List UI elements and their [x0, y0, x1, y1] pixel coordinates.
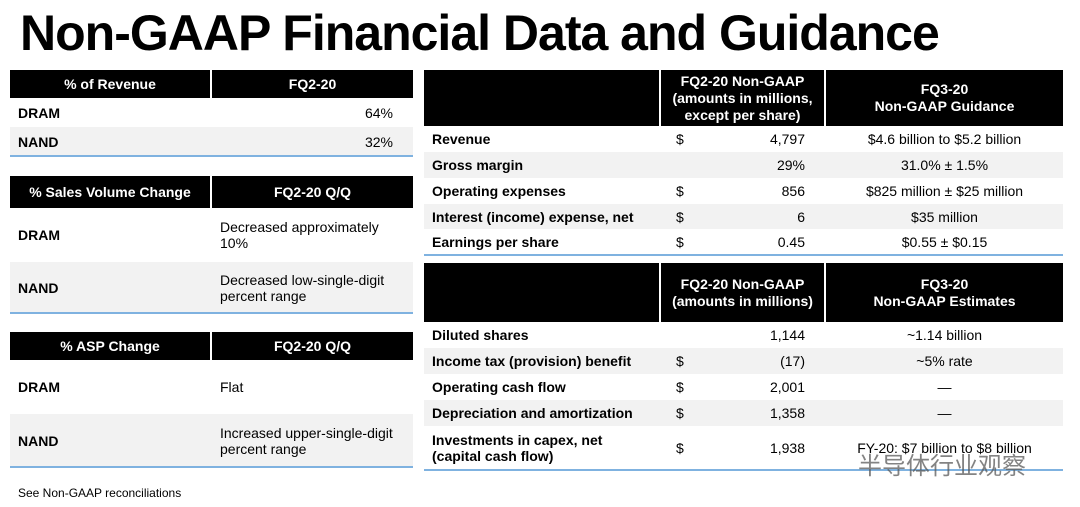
row-label: NAND [18, 279, 59, 296]
footnote: See Non-GAAP reconciliations [18, 486, 182, 500]
row-bg [424, 348, 1063, 374]
header-cell: FQ2-20 [212, 70, 413, 98]
row-currency: $ [676, 234, 684, 250]
row-bg [424, 322, 1063, 348]
row-value: 2,001 [769, 379, 805, 395]
row-label: Earnings per share [432, 234, 559, 250]
header-cell: FQ3-20 Non-GAAP Estimates [826, 263, 1063, 322]
row-value: 64% [364, 104, 393, 121]
row-bg [10, 98, 413, 127]
row-currency: $ [676, 131, 684, 147]
header-line: (amounts in millions) [672, 292, 813, 309]
row-label: Depreciation and amortization [432, 405, 633, 421]
row-value: 1,144 [769, 327, 805, 343]
row-value: Flat [220, 379, 244, 395]
row-value: 32% [364, 133, 393, 150]
header-cell: FQ2-20 Q/Q [212, 176, 413, 208]
row-rule [10, 155, 413, 157]
header-line: Non-GAAP Estimates [873, 292, 1016, 309]
row-guidance: — [937, 379, 952, 395]
header-line: FQ2-20 Non-GAAP [680, 72, 805, 89]
row-currency: $ [676, 440, 684, 456]
row-bg [424, 374, 1063, 400]
header-line: FQ2-20 Non-GAAP [680, 275, 805, 292]
row-value: 29% [776, 157, 805, 173]
row-rule [10, 312, 413, 314]
row-bg [10, 360, 413, 414]
row-bg [10, 127, 413, 156]
header-cell: % Sales Volume Change [10, 176, 210, 208]
row-bg [10, 208, 413, 262]
header-line: (amounts in millions, [672, 89, 813, 106]
row-bg [424, 400, 1063, 426]
row-guidance: ~5% rate [916, 353, 973, 369]
header-cell: FQ2-20 Non-GAAP (amounts in millions) [661, 263, 824, 322]
row-label: Operating cash flow [432, 379, 566, 395]
row-value: 4,797 [769, 131, 805, 147]
row-value: 0.45 [777, 234, 805, 250]
row-label: Interest (income) expense, net [432, 208, 634, 225]
row-value: (17) [780, 353, 805, 369]
header-line: FQ3-20 [920, 275, 969, 292]
row-guidance: 31.0% ± 1.5% [900, 157, 989, 173]
row-guidance: $35 million [911, 208, 978, 225]
row-label: Diluted shares [432, 327, 529, 343]
row-label: Income tax (provision) benefit [432, 353, 632, 369]
row-value: 856 [781, 183, 805, 199]
row-rule [424, 254, 1063, 256]
header-cell: FQ3-20 Non-GAAP Guidance [826, 70, 1063, 126]
header-blank [424, 263, 659, 322]
row-value: 6 [797, 208, 805, 225]
row-bg [424, 152, 1063, 178]
row-value: 1,938 [769, 440, 805, 456]
row-label: Investments in capex, net (capital cash … [432, 432, 603, 464]
row-guidance: FY-20: $7 billion to $8 billion [857, 440, 1032, 456]
row-bg [424, 178, 1063, 204]
row-rule [10, 466, 413, 468]
row-guidance: ~1.14 billion [906, 327, 983, 343]
row-bg [424, 204, 1063, 229]
row-label: DRAM [18, 104, 60, 121]
header-cell: FQ2-20 Non-GAAP (amounts in millions, exce… [661, 70, 824, 126]
row-value: 1,358 [769, 405, 805, 421]
row-bg [10, 414, 413, 467]
title: Non-GAAP Financial Data and Guidance [20, 5, 940, 61]
row-value: Decreased approximately 10% [220, 219, 379, 251]
row-guidance: $0.55 ± $0.15 [901, 234, 988, 250]
row-guidance: — [937, 405, 952, 421]
header-line: except per share) [684, 106, 801, 123]
row-label: Revenue [432, 131, 491, 147]
row-currency: $ [676, 208, 684, 225]
header-line: FQ3-20 [920, 81, 969, 97]
header-cell: % of Revenue [10, 70, 210, 98]
row-bg [10, 262, 413, 313]
header-cell: FQ2-20 Q/Q [212, 332, 413, 360]
row-label: Operating expenses [432, 183, 566, 199]
row-label: NAND [18, 133, 59, 150]
watermark: 半导体行业观察 [858, 453, 1026, 480]
header-blank [424, 70, 659, 126]
row-guidance: $825 million ± $25 million [865, 183, 1024, 199]
header-cell: % ASP Change [10, 332, 210, 360]
row-currency: $ [676, 353, 684, 369]
row-bg [424, 426, 1063, 470]
row-bg [424, 126, 1063, 152]
row-currency: $ [676, 183, 684, 199]
row-label: DRAM [18, 227, 60, 243]
row-guidance: $4.6 billion to $5.2 billion [867, 131, 1022, 147]
row-value: Decreased low-single-digit percent range [220, 271, 385, 304]
row-label: DRAM [18, 379, 60, 395]
header-line: Non-GAAP Guidance [874, 98, 1015, 114]
row-value: Increased upper-single-digit percent ran… [220, 424, 393, 457]
row-rule [424, 469, 1063, 471]
row-currency: $ [676, 405, 684, 421]
row-bg [424, 229, 1063, 255]
row-currency: $ [676, 379, 684, 395]
row-label: NAND [18, 432, 59, 449]
row-label: Gross margin [432, 157, 524, 173]
